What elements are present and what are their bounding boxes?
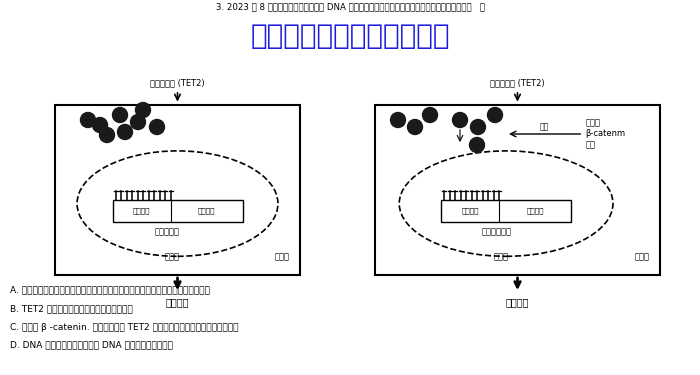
Text: 细胞质: 细胞质 xyxy=(274,252,290,261)
Text: 上游序列: 上游序列 xyxy=(133,207,150,214)
Circle shape xyxy=(407,120,423,135)
Text: 高度甲基化: 高度甲基化 xyxy=(155,227,180,236)
Text: B. TET2 从细胞质进入细胞核不需要消耗能量: B. TET2 从细胞质进入细胞核不需要消耗能量 xyxy=(10,304,133,313)
Text: 肿瘤恶化: 肿瘤恶化 xyxy=(166,297,189,307)
Circle shape xyxy=(99,128,115,142)
Text: 抑癌基因: 抑癌基因 xyxy=(526,207,544,214)
Text: 激活的: 激活的 xyxy=(585,118,600,128)
Text: A. 多个原癌和抑癌基因突变导致细胞周期变短、细胞表面糖蛋白变少、酶活性下降: A. 多个原癌和抑癌基因突变导致细胞周期变短、细胞表面糖蛋白变少、酶活性下降 xyxy=(10,285,210,294)
Circle shape xyxy=(80,112,95,128)
Ellipse shape xyxy=(399,151,613,256)
Circle shape xyxy=(452,112,468,128)
Text: 抑癌基因: 抑癌基因 xyxy=(197,207,216,214)
FancyBboxPatch shape xyxy=(441,200,571,222)
Text: 生甲基化酶 (TET2): 生甲基化酶 (TET2) xyxy=(150,78,205,87)
Ellipse shape xyxy=(77,151,278,256)
FancyBboxPatch shape xyxy=(375,105,660,275)
FancyBboxPatch shape xyxy=(113,200,242,222)
Text: 微信公众号关注：趣找答案: 微信公众号关注：趣找答案 xyxy=(251,22,449,50)
Text: 肿瘤消退: 肿瘤消退 xyxy=(505,297,529,307)
Text: 上游序列: 上游序列 xyxy=(461,207,479,214)
Circle shape xyxy=(470,138,484,153)
Circle shape xyxy=(118,124,132,140)
Text: 促进: 促进 xyxy=(540,123,550,132)
Circle shape xyxy=(150,120,164,135)
Text: 去甲基化酶 (TET2): 去甲基化酶 (TET2) xyxy=(490,78,545,87)
Text: D. DNA 分子的甲基化直接影响 DNA 复制时的碱基互补对: D. DNA 分子的甲基化直接影响 DNA 复制时的碱基互补对 xyxy=(10,340,173,350)
Text: C. 激活的 β -catenin. 蛋白能够促进 TET2 进入细胞核并催化抑癌基因去甲基化: C. 激活的 β -catenin. 蛋白能够促进 TET2 进入细胞核并催化抑… xyxy=(10,322,239,332)
Text: 细胞核: 细胞核 xyxy=(165,252,180,261)
FancyBboxPatch shape xyxy=(55,105,300,275)
Text: 3. 2023 年 8 月我国科研人员发现肠癌 DNA 甲基化调控的新机制，如图所示，下列叙述正确的是（   ）: 3. 2023 年 8 月我国科研人员发现肠癌 DNA 甲基化调控的新机制，如图… xyxy=(216,2,484,11)
Circle shape xyxy=(130,114,146,129)
Circle shape xyxy=(92,117,108,132)
Circle shape xyxy=(391,112,405,128)
Text: β-catenm: β-catenm xyxy=(585,129,625,138)
Circle shape xyxy=(136,102,150,117)
Text: 细胞核: 细胞核 xyxy=(494,252,509,261)
Text: 甲基化水平低: 甲基化水平低 xyxy=(481,227,511,236)
Circle shape xyxy=(113,108,127,123)
Circle shape xyxy=(487,108,503,123)
Text: 细胞质: 细胞质 xyxy=(634,252,650,261)
Circle shape xyxy=(470,120,486,135)
Text: 蛋白: 蛋白 xyxy=(585,141,595,150)
Circle shape xyxy=(423,108,438,123)
